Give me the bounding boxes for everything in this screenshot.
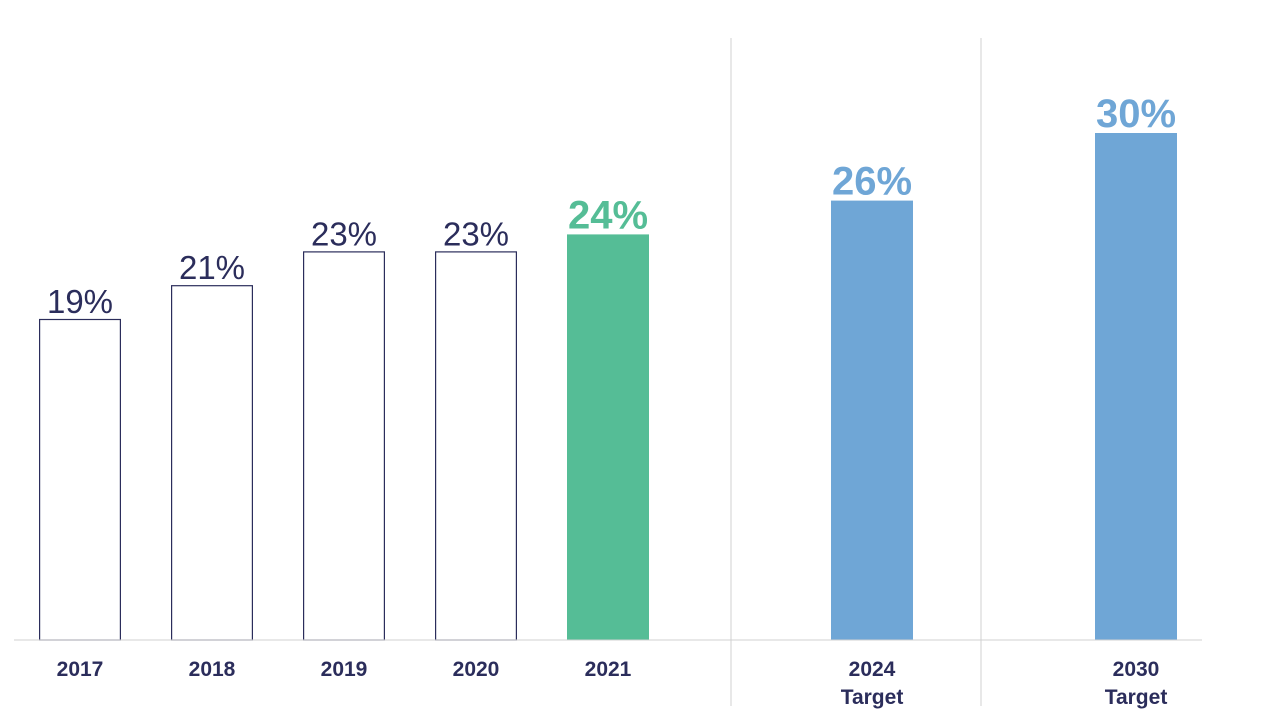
category-label-line: 2018 xyxy=(189,658,236,681)
bar-2024-target xyxy=(831,200,913,640)
category-label-2017: 2017 xyxy=(57,658,104,681)
value-label-2021: 24% xyxy=(568,193,648,237)
bar-2020 xyxy=(435,251,518,641)
bar-2017 xyxy=(38,318,122,641)
category-label-2018: 2018 xyxy=(189,658,236,681)
category-label-line: 2021 xyxy=(585,658,632,681)
bar-2019 xyxy=(303,251,386,641)
category-label-line: 2024 xyxy=(849,658,896,681)
bar-2030-target xyxy=(1095,133,1177,640)
bars-group xyxy=(38,133,1177,641)
section-dividers xyxy=(730,38,982,706)
category-label-2030-target: 2030 Target xyxy=(1105,658,1168,709)
category-labels-group: 2017 2018 2019 2020 2021 2024 Target 2030 Target xyxy=(57,658,1168,709)
category-label-line: 2019 xyxy=(321,658,368,681)
value-label-2024-target: 26% xyxy=(832,160,912,204)
category-label-2020: 2020 xyxy=(453,658,500,681)
category-label-2019: 2019 xyxy=(321,658,368,681)
value-label-2030-target: 30% xyxy=(1096,92,1176,136)
category-label-line: 2017 xyxy=(57,658,104,681)
value-label-2017: 19% xyxy=(47,283,113,320)
category-label-line: Target xyxy=(1105,686,1168,709)
value-labels-group: 19% 21% 23% 23% 24% 26% 30% xyxy=(47,92,1176,320)
value-label-2020: 23% xyxy=(443,215,509,252)
bar-2021 xyxy=(567,234,649,640)
category-label-2024-target: 2024 Target xyxy=(841,658,904,709)
bar-2018 xyxy=(171,285,254,641)
category-label-line: Target xyxy=(841,686,904,709)
category-label-line: 2030 xyxy=(1113,658,1160,681)
value-label-2018: 21% xyxy=(179,249,245,286)
category-label-line: 2020 xyxy=(453,658,500,681)
category-label-2021: 2021 xyxy=(585,658,632,681)
value-label-2019: 23% xyxy=(311,215,377,252)
